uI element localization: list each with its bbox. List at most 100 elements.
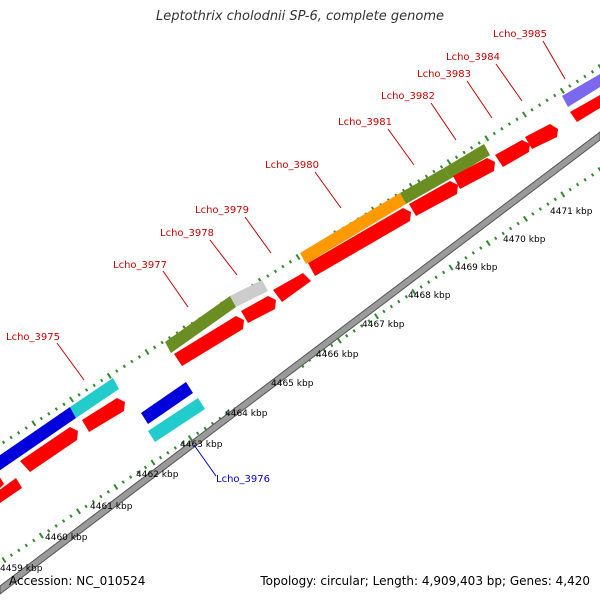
scale-tick: [39, 416, 43, 421]
gene-bar-lcho-3985[interactable]: [562, 74, 600, 107]
gene-bar-lcho-3975-cyan[interactable]: [70, 378, 119, 418]
scale-tick: [345, 333, 349, 338]
accession-text: Accession: NC_010524: [9, 574, 146, 588]
gene-label-lcho-3978[interactable]: Lcho_3978: [160, 228, 214, 239]
scale-tick: [336, 337, 342, 344]
scale-tick: [446, 158, 452, 166]
label-leader-line: [209, 239, 238, 276]
scale-tick: [439, 164, 444, 169]
scale-tick: [173, 446, 177, 450]
scale-tick: [464, 255, 468, 260]
cds-arrow[interactable]: [0, 478, 22, 503]
gene-bar-lcho-3975-blue[interactable]: [0, 407, 76, 473]
scale-label: 4464 kbp: [225, 409, 268, 419]
topology-summary: Topology: circular; Length: 4,909,403 bp…: [260, 574, 590, 588]
cds-arrow[interactable]: [453, 158, 495, 189]
scale-tick: [196, 431, 200, 436]
scale-tick: [115, 369, 119, 373]
label-leader-line: [387, 128, 415, 166]
gene-bar-lcho-3981[interactable]: [400, 168, 450, 204]
scale-tick: [99, 494, 103, 499]
scale-tick: [106, 489, 110, 494]
scale-tick: [32, 538, 36, 543]
gene-label-lcho-3982[interactable]: Lcho_3982: [381, 91, 435, 102]
scale-tick: [31, 420, 37, 427]
scale-tick: [130, 359, 134, 364]
cds-arrow[interactable]: [409, 181, 458, 216]
scale-tick: [432, 169, 436, 174]
scale-tick: [471, 251, 475, 255]
cds-arrow[interactable]: [308, 208, 411, 276]
scale-tick: [359, 324, 364, 328]
scale-tick: [150, 459, 156, 466]
gene-bar-lcho-3982[interactable]: [444, 144, 490, 179]
scale-tick: [545, 98, 549, 103]
label-leader-line: [542, 40, 566, 80]
gene-label-lcho-3985[interactable]: Lcho_3985: [493, 29, 547, 40]
gene-bar-lcho-3977[interactable]: [165, 296, 236, 353]
scale-tick: [121, 480, 125, 484]
scale-tick: [144, 348, 150, 356]
scale-tick: [404, 294, 408, 299]
gene-lcho-3976-group: [141, 382, 205, 442]
scale-tick: [122, 364, 126, 369]
scale-tick: [203, 426, 207, 431]
gene-label-lcho-3984[interactable]: Lcho_3984: [446, 52, 500, 63]
gene-labels: Lcho_3975 Lcho_3976 Lcho_3977 Lcho_3978 Lcho…: [6, 29, 566, 485]
scale-tick: [69, 514, 73, 518]
scale-tick: [158, 455, 163, 460]
scale-tick: [583, 177, 587, 182]
gene-label-lcho-3977[interactable]: Lcho_3977: [113, 260, 167, 271]
scale-label: 4465 kbp: [271, 379, 314, 389]
scale-tick: [507, 122, 512, 126]
gene-bar-lcho-3976-cyan[interactable]: [148, 398, 205, 442]
scale-tick: [17, 548, 21, 553]
scale-tick: [537, 103, 542, 107]
scale-tick: [515, 117, 519, 122]
scale-tick: [136, 470, 140, 475]
scale-tick: [424, 174, 429, 179]
scale-tick: [1, 556, 7, 564]
scale-tick: [456, 260, 461, 265]
cds-arrow[interactable]: [0, 474, 4, 494]
scale-tick: [24, 543, 28, 548]
cds-arrow[interactable]: [273, 273, 311, 302]
gene-label-lcho-3976[interactable]: Lcho_3976: [216, 474, 270, 485]
scale-tick: [553, 197, 557, 202]
scale-tick: [113, 483, 119, 490]
gene-bar-lcho-3976-blue[interactable]: [141, 382, 193, 424]
cds-row-forward: [0, 95, 600, 503]
scale-label: 4469 kbp: [455, 263, 498, 273]
gene-label-lcho-3979[interactable]: Lcho_3979: [195, 205, 249, 216]
gene-label-lcho-3981[interactable]: Lcho_3981: [338, 117, 392, 128]
gene-bar-lcho-3980[interactable]: [300, 193, 406, 264]
scale-tick: [160, 340, 164, 345]
scale-tick: [47, 528, 51, 533]
gene-label-lcho-3975[interactable]: Lcho_3975: [6, 332, 60, 343]
gene-label-lcho-3980[interactable]: Lcho_3980: [265, 160, 319, 171]
scale-tick: [273, 269, 278, 274]
scale-tick: [477, 141, 481, 145]
cds-arrow[interactable]: [525, 124, 558, 149]
scale-tick: [54, 524, 58, 528]
cds-arrow[interactable]: [495, 140, 530, 167]
scale-tick: [84, 388, 89, 392]
scale-tick: [84, 504, 88, 509]
gene-label-lcho-3983[interactable]: Lcho_3983: [417, 69, 471, 80]
label-leader-line: [314, 171, 342, 209]
scale-label: 4470 kbp: [503, 235, 546, 245]
scale-tick: [100, 378, 104, 383]
cds-arrow[interactable]: [241, 296, 276, 323]
scale-tick: [434, 275, 438, 280]
cds-arrow[interactable]: [82, 398, 125, 432]
label-leader-line: [193, 444, 217, 477]
cds-arrow[interactable]: [20, 427, 78, 472]
cds-arrow[interactable]: [174, 316, 244, 366]
label-leader-line: [466, 80, 493, 119]
scale-tick: [77, 392, 81, 397]
scale-tick: [530, 107, 534, 112]
scale-tick: [419, 285, 423, 289]
gene-bar-lcho-3978[interactable]: [230, 280, 268, 307]
cds-arrow[interactable]: [570, 95, 600, 122]
